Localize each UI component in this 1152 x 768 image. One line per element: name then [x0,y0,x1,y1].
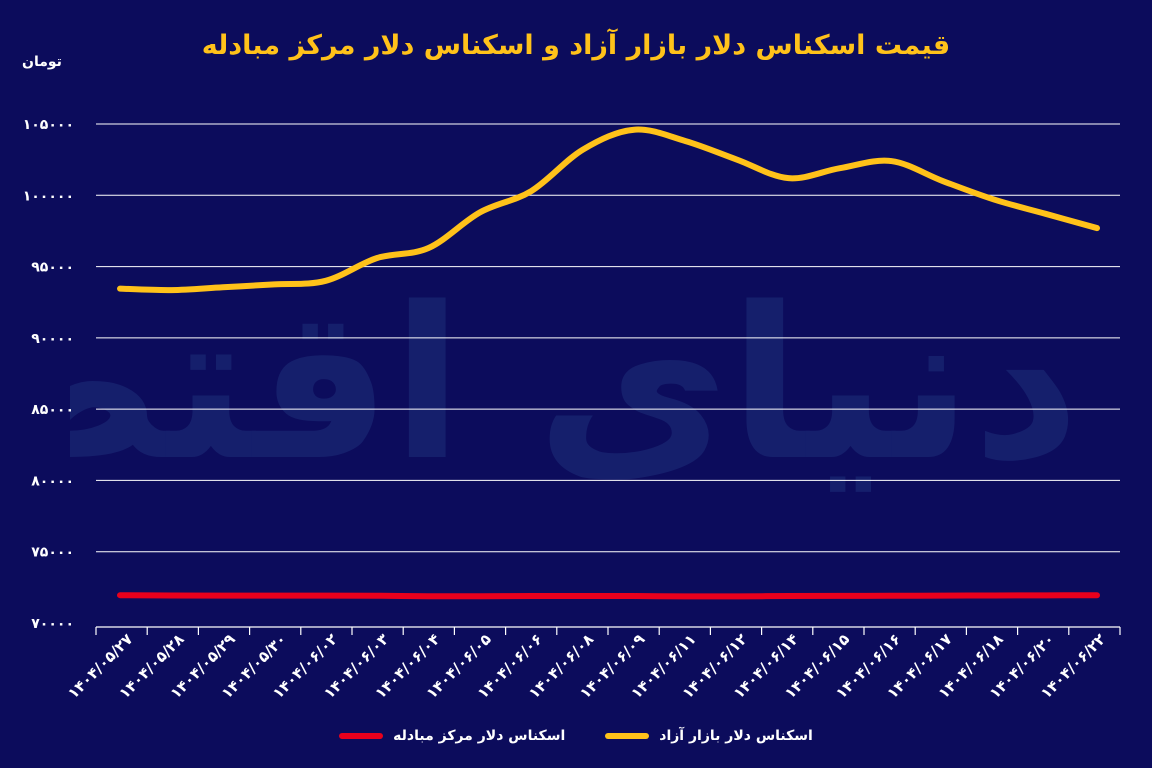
y-tick-label: ۹۰۰۰۰ [31,331,74,347]
legend: اسکناس دلار بازار آزاد اسکناس دلار مرکز م… [0,728,1152,744]
legend-label: اسکناس دلار مرکز مبادله [393,728,566,744]
chart-title: قیمت اسکناس دلار بازار آزاد و اسکناس دلا… [201,30,951,61]
y-tick-label: ۷۰۰۰۰ [31,616,74,632]
y-axis-unit-label: تومان [22,54,62,70]
legend-swatch [605,733,650,739]
y-tick-label: ۸۰۰۰۰ [31,473,74,489]
legend-swatch [339,733,384,739]
y-tick-label: ۷۵۰۰۰ [31,545,74,561]
y-axis-ticks: ۷۰۰۰۰ ۷۵۰۰۰ ۸۰۰۰۰ ۸۵۰۰۰ ۹۰۰۰۰ ۹۵۰۰۰ ۱۰۰۰۰۰ ۱۰۵۰… [23,117,74,632]
legend-label: اسکناس دلار بازار آزاد [659,728,813,744]
series-line-1 [117,592,1100,600]
y-tick-label: ۱۰۵۰۰۰ [23,117,74,133]
legend-item-1: اسکناس دلار مرکز مبادله [339,728,565,744]
series-lines [117,126,1100,600]
grid-lines [96,123,1120,553]
x-axis-ticks: ۱۴۰۴/۰۵/۲۷۱۴۰۴/۰۵/۲۸۱۴۰۴/۰۵/۲۹۱۴۰۴/۰۵/۳۰… [64,630,1109,702]
y-tick-label: ۱۰۰۰۰۰ [23,188,74,204]
y-tick-label: ۸۵۰۰۰ [31,402,74,418]
legend-item-0: اسکناس دلار بازار آزاد [605,728,813,744]
watermark-logo: دنیای اقتصاد [70,262,1080,507]
y-tick-label: ۹۵۰۰۰ [31,260,74,276]
x-axis [95,626,1121,635]
series-line-0 [117,126,1100,294]
